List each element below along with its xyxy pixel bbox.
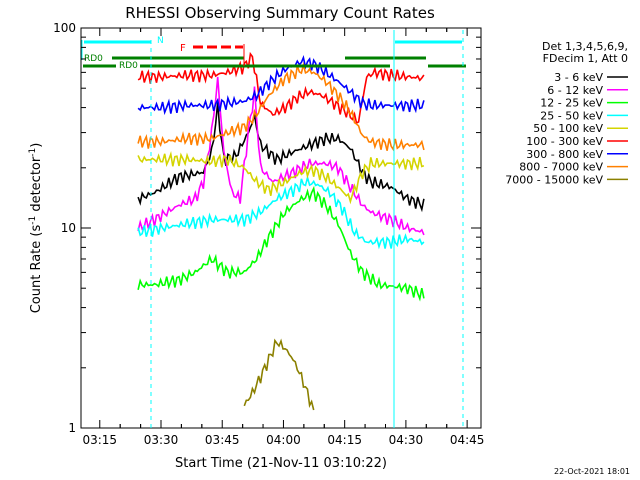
legend-header-1: Det 1,3,4,5,6,9, [542, 40, 628, 53]
legend-label-3-6-kev: 3 - 6 keV [554, 71, 603, 84]
legend-label-6-12-kev: 6 - 12 keV [547, 84, 603, 97]
legend-label-50-100-kev: 50 - 100 keV [533, 122, 603, 135]
legend: Det 1,3,4,5,6,9, FDecim 1, Att 0 3 - 6 k… [505, 40, 628, 186]
x-axis-label: Start Time (21-Nov-11 03:10:22) [175, 456, 387, 471]
plot-frame [80, 27, 482, 429]
x-tick-label: 03:30 [144, 433, 179, 447]
series-line-25-50-kev [137, 174, 425, 250]
x-tick-label: 04:15 [327, 433, 362, 447]
y-tick-label: 100 [53, 21, 76, 35]
rd-label-lower: RD0 [119, 61, 138, 71]
legend-label-300-800-kev: 300 - 800 keV [526, 148, 603, 161]
series-line-100-300-kev [137, 51, 425, 125]
series-line-50-100-kev [137, 150, 425, 205]
series-line-12-25-kev [137, 185, 425, 302]
overlay-layer: N RD0 RD0 F [81, 30, 466, 428]
x-tick-label: 04:30 [389, 433, 424, 447]
n-flag-label: N [157, 36, 164, 46]
y-axis-label: Count Rate (s-1 detector-1) [28, 143, 44, 314]
x-tick-label: 04:00 [266, 433, 301, 447]
x-tick-label: 03:15 [82, 433, 117, 447]
series-line-800-7000-kev [137, 61, 425, 152]
legend-label-800-7000-kev: 800 - 7000 keV [519, 161, 603, 174]
series-layer [137, 51, 425, 411]
legend-label-12-25-kev: 12 - 25 keV [540, 97, 603, 110]
rd-label-upper: RD0 [84, 54, 103, 64]
y-tick-label: 1 [68, 421, 76, 435]
axis-layer: 03:15 03:30 03:45 04:00 04:15 04:30 04:45 1 10 10… [53, 21, 484, 447]
x-tick-label: 03:45 [205, 433, 240, 447]
series-line-7000-15000-kev [243, 338, 315, 411]
chart-title: RHESSI Observing Summary Count Rates [125, 4, 435, 22]
y-tick-label: 10 [61, 221, 76, 235]
x-tick-label: 04:45 [450, 433, 485, 447]
legend-label-25-50-kev: 25 - 50 keV [540, 109, 603, 122]
series-line-3-6-kev [137, 101, 425, 213]
legend-header-2: FDecim 1, Att 0 [543, 52, 628, 65]
legend-label-7000-15000-kev: 7000 - 15000 keV [505, 173, 603, 186]
f-flag-label: F [180, 43, 186, 54]
series-line-300-800-kev [137, 54, 425, 116]
footer-date: 22-Oct-2021 18:01 [554, 467, 630, 476]
legend-label-100-300-kev: 100 - 300 keV [526, 135, 603, 148]
series-line-6-12-kev [137, 76, 425, 236]
